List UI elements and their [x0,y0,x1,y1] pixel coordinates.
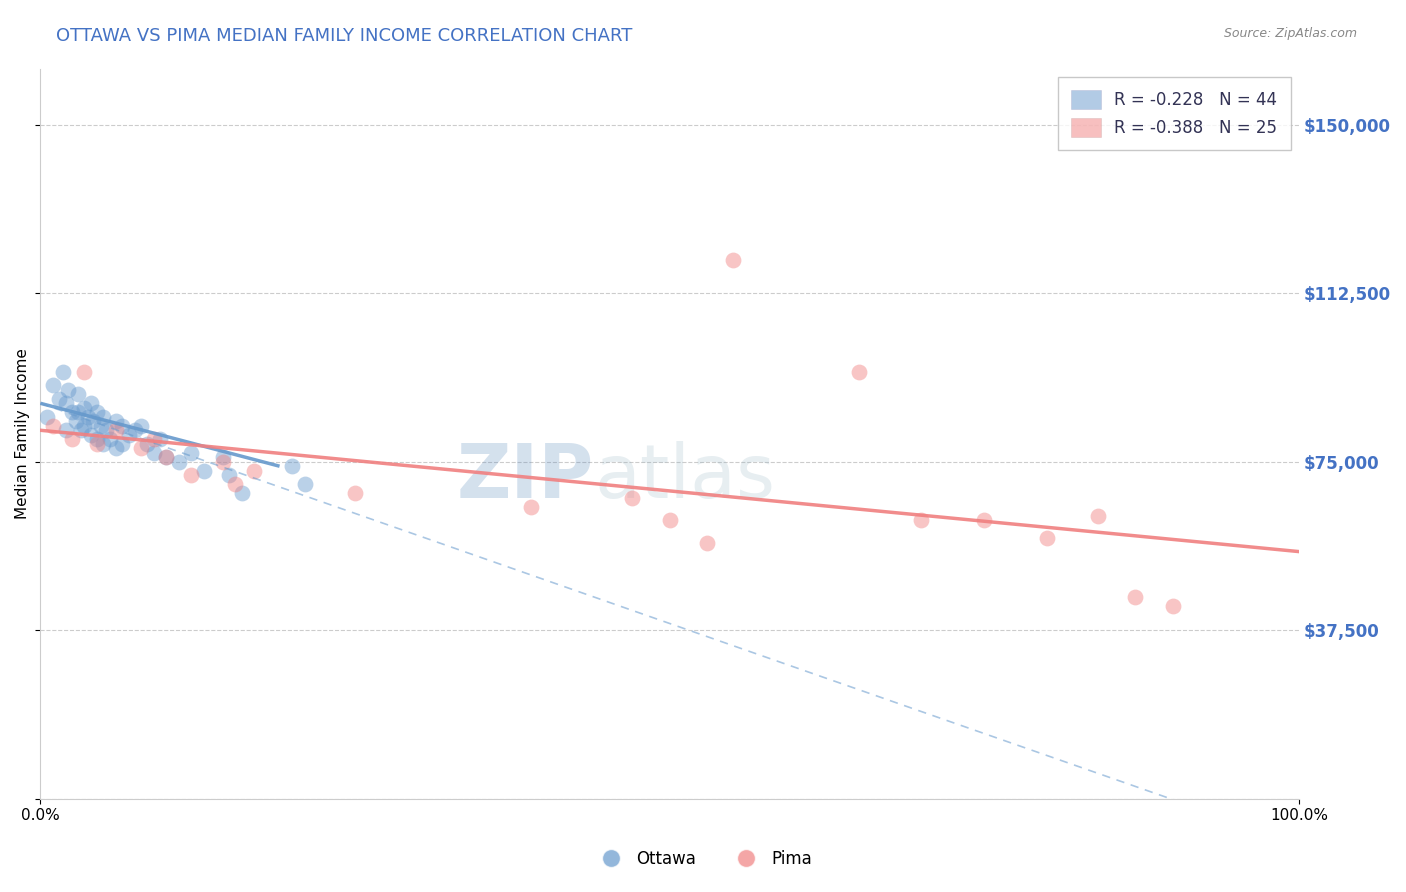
Point [696,535,718,549]
Point [294,477,316,491]
Point [155,450,177,465]
Point [52,365,75,379]
Point [848,365,870,379]
Point [142,432,165,446]
Point [142,446,165,460]
Text: ZIP: ZIP [457,441,595,514]
Point [1161,599,1184,613]
Point [73,401,96,415]
Point [35,409,58,424]
Point [111,418,134,433]
Point [80,396,103,410]
Point [55,396,77,410]
Legend: Ottawa, Pima: Ottawa, Pima [588,844,818,875]
Point [104,414,127,428]
Point [86,432,108,446]
Text: OTTAWA VS PIMA MEDIAN FAMILY INCOME CORRELATION CHART: OTTAWA VS PIMA MEDIAN FAMILY INCOME CORR… [56,27,633,45]
Point [67,387,90,401]
Point [281,459,304,474]
Point [1036,531,1059,545]
Point [658,513,681,527]
Point [86,405,108,419]
Legend: R = -0.228   N = 44, R = -0.388   N = 25: R = -0.228 N = 44, R = -0.388 N = 25 [1057,77,1291,151]
Point [231,486,253,500]
Point [60,405,83,419]
Point [129,442,152,456]
Point [910,513,932,527]
Point [344,486,367,500]
Point [104,442,127,456]
Point [93,436,115,450]
Point [60,432,83,446]
Point [69,423,91,437]
Point [1125,590,1147,604]
Point [136,436,159,450]
Point [180,446,202,460]
Point [212,450,235,465]
Point [193,464,215,478]
Point [65,414,87,428]
Point [73,365,96,379]
Point [86,436,108,450]
Point [520,500,543,514]
Point [224,477,246,491]
Point [77,409,100,424]
Point [42,378,65,392]
Point [48,392,70,406]
Point [180,468,202,483]
Point [218,468,240,483]
Point [155,450,177,465]
Point [94,423,117,437]
Point [243,464,266,478]
Point [90,418,112,433]
Text: atlas: atlas [595,441,775,514]
Point [80,427,103,442]
Text: Source: ZipAtlas.com: Source: ZipAtlas.com [1223,27,1357,40]
Point [55,423,77,437]
Point [111,436,134,450]
Point [973,513,995,527]
Point [104,423,127,437]
Point [620,491,643,505]
Point [1087,508,1109,523]
Point [56,383,79,397]
Point [117,427,139,442]
Point [124,423,146,437]
Point [73,418,96,433]
Point [167,455,190,469]
Point [212,455,235,469]
Point [149,432,172,446]
Point [721,252,744,267]
Point [93,409,115,424]
Y-axis label: Median Family Income: Median Family Income [15,348,30,519]
Point [42,418,65,433]
Point [82,414,104,428]
Point [98,432,121,446]
Point [67,405,90,419]
Point [129,418,152,433]
